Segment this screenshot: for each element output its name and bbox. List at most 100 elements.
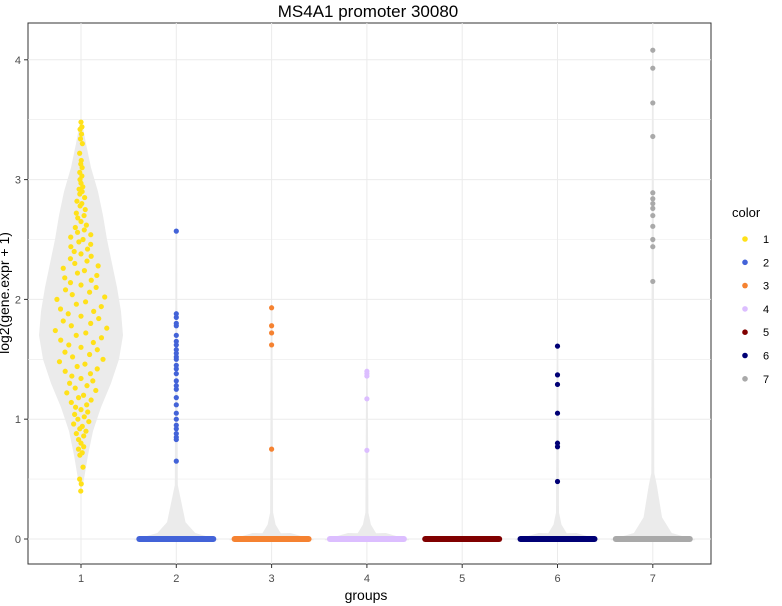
point-group-1 <box>67 256 74 262</box>
violin-4 <box>324 371 409 541</box>
zero-bars <box>136 536 693 542</box>
y-axis: 0 1 2 3 4 <box>15 55 28 546</box>
point-group-2 <box>173 356 179 362</box>
point-group-1 <box>77 150 83 156</box>
x-tick-label: 1 <box>78 573 84 585</box>
point-group-2 <box>173 395 179 401</box>
x-axis: 1 2 3 4 5 6 7 <box>78 564 656 585</box>
chart-title: MS4A1 promoter 30080 <box>278 2 459 21</box>
point-group-2 <box>173 426 179 432</box>
point-group-1 <box>75 446 82 452</box>
point-group-1 <box>68 244 74 250</box>
point-group-1 <box>80 236 86 243</box>
point-group-2 <box>173 436 179 443</box>
point-group-1 <box>88 397 94 403</box>
point-group-1 <box>73 301 79 307</box>
point-group-1 <box>56 359 63 365</box>
point-group-1 <box>88 241 94 247</box>
zero-band-2 <box>136 536 217 542</box>
legend-key <box>742 352 748 359</box>
point-group-2 <box>173 402 179 408</box>
legend-key <box>742 376 748 382</box>
point-group-1 <box>81 444 87 450</box>
point-group-3 <box>269 305 275 311</box>
point-group-1 <box>80 184 86 190</box>
point-group-1 <box>81 212 87 219</box>
point-group-7 <box>650 200 656 207</box>
point-group-2 <box>173 338 179 344</box>
point-group-1 <box>78 481 84 487</box>
zero-band-7 <box>612 536 693 542</box>
point-group-1 <box>73 430 79 437</box>
point-group-1 <box>88 253 94 259</box>
y-axis-title: log2(gene.expr + 1) <box>0 232 12 354</box>
point-group-1 <box>68 323 74 329</box>
point-group-1 <box>79 165 85 171</box>
point-group-1 <box>72 385 78 391</box>
point-group-2 <box>173 332 179 338</box>
x-tick-label: 5 <box>459 573 465 585</box>
point-group-1 <box>87 371 94 377</box>
point-group-2 <box>173 371 179 377</box>
legend-label: 7 <box>763 374 769 386</box>
zero-band-3 <box>231 536 312 542</box>
point-group-1 <box>98 335 105 341</box>
point-group-1 <box>78 407 84 413</box>
x-tick-label: 7 <box>650 573 656 585</box>
point-group-1 <box>94 347 100 353</box>
point-group-1 <box>83 222 89 228</box>
point-group-1 <box>77 476 83 482</box>
point-group-1 <box>90 339 96 346</box>
point-group-1 <box>82 206 88 213</box>
y-tick-label: 4 <box>15 55 21 67</box>
x-tick-label: 4 <box>364 573 370 585</box>
point-group-1 <box>100 356 106 362</box>
point-group-1 <box>82 194 88 201</box>
point-group-1 <box>71 248 77 255</box>
point-group-6 <box>554 410 561 416</box>
point-group-1 <box>62 349 68 355</box>
x-tick-label: 6 <box>554 573 560 585</box>
point-group-1 <box>77 452 83 458</box>
point-group-1 <box>58 337 64 343</box>
point-group-1 <box>84 383 90 389</box>
point-group-1 <box>79 141 85 147</box>
point-group-1 <box>88 277 94 283</box>
point-group-1 <box>94 272 100 279</box>
point-group-1 <box>71 421 77 427</box>
point-group-1 <box>54 296 60 302</box>
point-group-1 <box>66 342 72 348</box>
point-group-1 <box>93 284 99 291</box>
point-group-6 <box>554 381 561 388</box>
legend-key <box>742 329 748 336</box>
point-group-7 <box>650 223 656 229</box>
point-group-2 <box>173 323 179 329</box>
point-group-1 <box>78 440 84 446</box>
x-tick-label: 3 <box>269 573 275 585</box>
point-group-2 <box>173 347 179 353</box>
point-group-1 <box>80 392 87 398</box>
point-group-1 <box>62 275 68 281</box>
point-group-3 <box>269 342 275 348</box>
point-group-1 <box>81 433 87 439</box>
point-group-1 <box>75 416 81 422</box>
point-group-1 <box>68 234 74 240</box>
point-group-1 <box>93 387 99 394</box>
point-group-1 <box>102 294 108 300</box>
point-group-1 <box>81 414 87 420</box>
plot-panel <box>27 22 712 565</box>
point-group-7 <box>650 212 656 219</box>
point-group-1 <box>72 404 79 410</box>
point-group-1 <box>78 344 84 350</box>
point-group-1 <box>86 351 93 358</box>
point-group-7 <box>650 133 656 140</box>
point-group-1 <box>78 218 84 225</box>
point-group-1 <box>69 292 75 298</box>
legend-label: 4 <box>763 304 769 316</box>
violin-7 <box>610 50 695 541</box>
point-group-1 <box>68 399 74 406</box>
point-group-1 <box>78 375 84 382</box>
legend-key <box>742 282 748 289</box>
point-group-1 <box>60 265 66 271</box>
